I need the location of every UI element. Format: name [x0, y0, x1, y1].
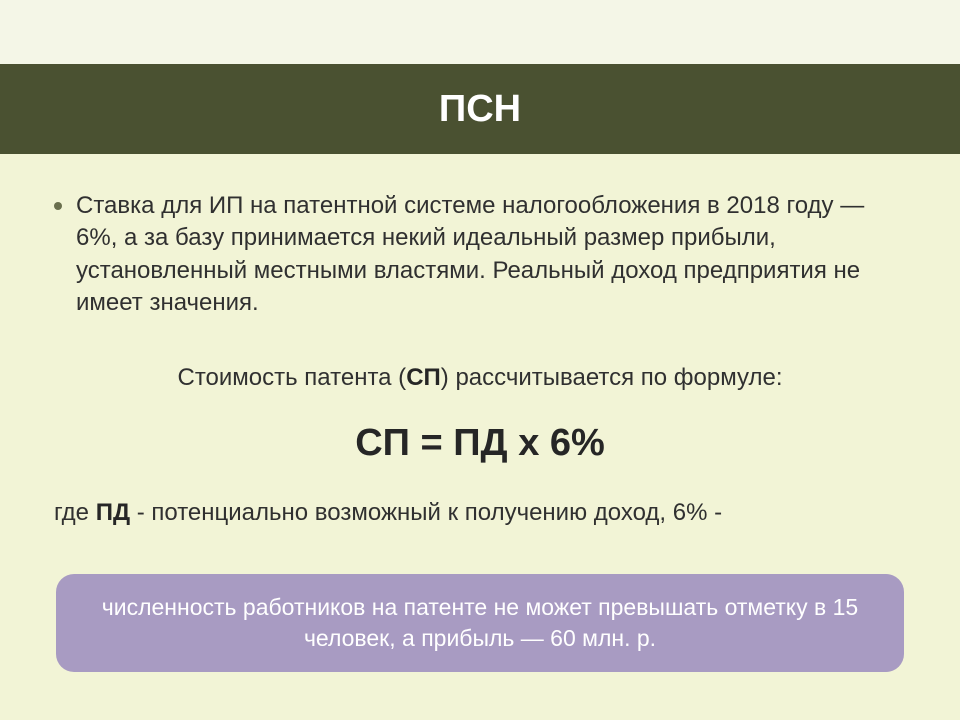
formula: СП = ПД х 6%	[54, 422, 906, 465]
top-bar	[0, 0, 960, 64]
note-box: численность работников на патенте не мож…	[56, 574, 904, 672]
formula-intro: Стоимость патента (СП) рассчитывается по…	[54, 364, 906, 392]
slide-title: ПСН	[439, 88, 521, 131]
content-area: Ставка для ИП на патентной системе налог…	[54, 190, 906, 529]
def-pre: где	[54, 499, 96, 526]
def-bold: ПД	[96, 499, 130, 526]
bullet-dot-icon	[54, 202, 62, 210]
formula-intro-pre: Стоимость патента (	[177, 364, 406, 391]
bullet-row: Ставка для ИП на патентной системе налог…	[54, 190, 906, 320]
def-post: - потенциально возможный к получению дох…	[130, 499, 722, 526]
main-paragraph: Ставка для ИП на патентной системе налог…	[76, 190, 906, 320]
note-text: численность работников на патенте не мож…	[102, 594, 858, 651]
title-band: ПСН	[0, 64, 960, 154]
slide: ПСН Ставка для ИП на патентной системе н…	[0, 0, 960, 720]
formula-intro-post: ) рассчитывается по формуле:	[441, 364, 783, 391]
definition-line: где ПД - потенциально возможный к получе…	[54, 497, 906, 529]
formula-intro-bold: СП	[406, 364, 441, 391]
